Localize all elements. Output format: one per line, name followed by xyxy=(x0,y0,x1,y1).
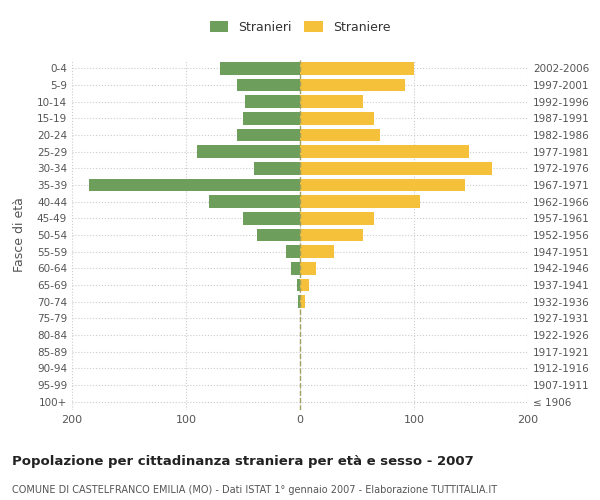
Bar xyxy=(245,96,300,108)
Bar xyxy=(243,212,300,224)
Bar xyxy=(300,128,380,141)
Bar xyxy=(257,229,300,241)
Bar xyxy=(243,112,300,124)
Y-axis label: Fasce di età: Fasce di età xyxy=(13,198,26,272)
Legend: Stranieri, Straniere: Stranieri, Straniere xyxy=(209,20,391,34)
Bar xyxy=(300,162,491,174)
Bar xyxy=(300,212,374,224)
Bar xyxy=(300,179,466,191)
Bar xyxy=(300,229,362,241)
Bar xyxy=(254,162,300,174)
Bar xyxy=(300,96,362,108)
Bar xyxy=(298,296,300,308)
Bar xyxy=(300,146,469,158)
Bar xyxy=(291,262,300,274)
Bar xyxy=(300,296,305,308)
Bar xyxy=(238,78,300,91)
Bar xyxy=(89,179,300,191)
Bar xyxy=(209,196,300,208)
Bar xyxy=(220,62,300,74)
Bar xyxy=(300,112,374,124)
Bar xyxy=(300,246,334,258)
Bar xyxy=(296,279,300,291)
Bar xyxy=(300,262,316,274)
Bar xyxy=(300,279,309,291)
Bar xyxy=(286,246,300,258)
Bar xyxy=(238,128,300,141)
Text: Popolazione per cittadinanza straniera per età e sesso - 2007: Popolazione per cittadinanza straniera p… xyxy=(12,455,474,468)
Bar xyxy=(300,196,420,208)
Bar xyxy=(300,62,414,74)
Bar xyxy=(300,78,405,91)
Bar xyxy=(197,146,300,158)
Text: COMUNE DI CASTELFRANCO EMILIA (MO) - Dati ISTAT 1° gennaio 2007 - Elaborazione T: COMUNE DI CASTELFRANCO EMILIA (MO) - Dat… xyxy=(12,485,497,495)
